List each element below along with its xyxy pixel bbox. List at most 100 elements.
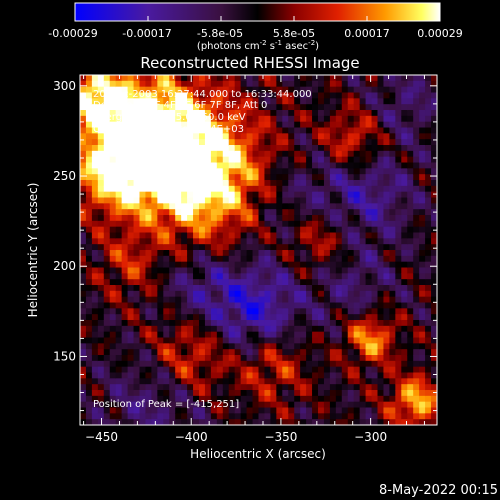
heatmap-cell bbox=[97, 174, 105, 181]
heatmap-cell bbox=[246, 150, 254, 158]
heatmap-cell bbox=[222, 395, 230, 403]
heatmap-cell bbox=[395, 296, 402, 304]
heatmap-cell bbox=[91, 150, 99, 158]
heatmap-cell bbox=[151, 220, 158, 228]
heatmap-cell bbox=[240, 156, 248, 164]
heatmap-cell bbox=[210, 343, 218, 350]
heatmap-cell bbox=[413, 185, 420, 193]
heatmap-cell bbox=[121, 238, 129, 245]
heatmap-cell bbox=[276, 238, 283, 245]
heatmap-cell bbox=[240, 75, 248, 82]
heatmap-cell bbox=[300, 86, 307, 94]
heatmap-cell bbox=[312, 285, 319, 292]
heatmap-cell bbox=[252, 127, 260, 134]
heatmap-cell bbox=[377, 384, 385, 391]
heatmap-cell bbox=[240, 413, 248, 420]
heatmap-cell bbox=[401, 325, 408, 333]
heatmap-cell bbox=[151, 80, 158, 88]
heatmap-cell bbox=[329, 203, 337, 210]
heatmap-cell bbox=[228, 139, 236, 146]
heatmap-cell bbox=[246, 314, 254, 321]
heatmap-cell bbox=[288, 366, 295, 374]
heatmap-cell bbox=[383, 150, 390, 158]
heatmap-cell bbox=[163, 121, 170, 129]
heatmap-cell bbox=[383, 220, 390, 228]
heatmap-cell bbox=[210, 121, 218, 129]
heatmap-cell bbox=[359, 162, 367, 169]
heatmap-cell bbox=[300, 115, 307, 123]
heatmap-cell bbox=[246, 285, 254, 292]
heatmap-cell bbox=[181, 127, 188, 134]
heatmap-cell bbox=[335, 331, 343, 339]
heatmap-cell bbox=[163, 419, 170, 425]
heatmap-cell bbox=[270, 285, 277, 292]
heatmap-cell bbox=[228, 232, 236, 239]
heatmap-cell bbox=[85, 244, 93, 251]
heatmap-cell bbox=[240, 244, 248, 251]
heatmap-cell bbox=[371, 203, 379, 210]
heatmap-cell bbox=[103, 180, 111, 187]
heatmap-cell bbox=[151, 325, 158, 333]
heatmap-cell bbox=[222, 250, 230, 257]
heatmap-cell bbox=[383, 250, 390, 257]
heatmap-cell bbox=[413, 145, 420, 152]
heatmap-cell bbox=[389, 413, 396, 420]
heatmap-cell bbox=[151, 349, 158, 356]
heatmap-cell bbox=[377, 238, 385, 245]
heatmap-cell bbox=[85, 343, 93, 350]
heatmap-cell bbox=[187, 145, 194, 152]
heatmap-cell bbox=[395, 133, 402, 140]
heatmap-cell bbox=[193, 209, 200, 216]
heatmap-cell bbox=[353, 413, 361, 420]
heatmap-cell bbox=[175, 209, 182, 216]
heatmap-cell bbox=[335, 220, 343, 228]
heatmap-cell bbox=[246, 244, 254, 251]
heatmap-cell bbox=[383, 121, 390, 129]
heatmap-cell bbox=[282, 209, 289, 216]
heatmap-cell bbox=[377, 133, 385, 140]
heatmap-cell bbox=[151, 296, 158, 304]
heatmap-cell bbox=[383, 366, 390, 374]
heatmap-cell bbox=[133, 115, 141, 123]
footer-date: 8-May-2022 00:15 bbox=[379, 483, 498, 498]
heatmap-cell bbox=[91, 98, 99, 105]
heatmap-cell bbox=[377, 226, 385, 234]
heatmap-cell bbox=[419, 209, 426, 216]
heatmap-cell bbox=[276, 407, 283, 414]
heatmap-cell bbox=[413, 413, 420, 420]
heatmap-cell bbox=[264, 98, 271, 105]
heatmap-cell bbox=[133, 104, 141, 111]
heatmap-cell bbox=[276, 80, 283, 88]
heatmap-cell bbox=[419, 255, 426, 263]
heatmap-cell bbox=[193, 238, 200, 245]
heatmap-cell bbox=[163, 191, 170, 199]
heatmap-cell bbox=[240, 232, 248, 239]
heatmap-cell bbox=[246, 261, 254, 269]
heatmap-cell bbox=[347, 127, 355, 134]
heatmap-cell bbox=[312, 314, 319, 321]
heatmap-cell bbox=[377, 395, 385, 403]
heatmap-cell bbox=[300, 244, 307, 251]
heatmap-cell bbox=[276, 325, 283, 333]
heatmap-cell bbox=[329, 255, 337, 263]
heatmap-cell bbox=[323, 250, 331, 257]
heatmap-cell bbox=[419, 349, 426, 356]
heatmap-cell bbox=[300, 80, 307, 88]
heatmap-cell bbox=[431, 395, 437, 403]
heatmap-cell bbox=[115, 308, 123, 315]
heatmap-cell bbox=[341, 145, 349, 152]
heatmap-cell bbox=[210, 133, 218, 140]
heatmap-cell bbox=[139, 139, 147, 146]
heatmap-cell bbox=[91, 156, 99, 164]
heatmap-cell bbox=[347, 349, 355, 356]
heatmap-cell bbox=[329, 390, 337, 397]
heatmap-cell bbox=[359, 197, 367, 204]
heatmap-cell bbox=[318, 115, 325, 123]
heatmap-cell bbox=[323, 331, 331, 339]
heatmap-cell bbox=[151, 191, 158, 199]
heatmap-cell bbox=[282, 273, 289, 280]
heatmap-cell bbox=[377, 250, 385, 257]
heatmap-cell bbox=[401, 261, 408, 269]
heatmap-cell bbox=[407, 86, 414, 94]
heatmap-cell bbox=[353, 366, 361, 374]
